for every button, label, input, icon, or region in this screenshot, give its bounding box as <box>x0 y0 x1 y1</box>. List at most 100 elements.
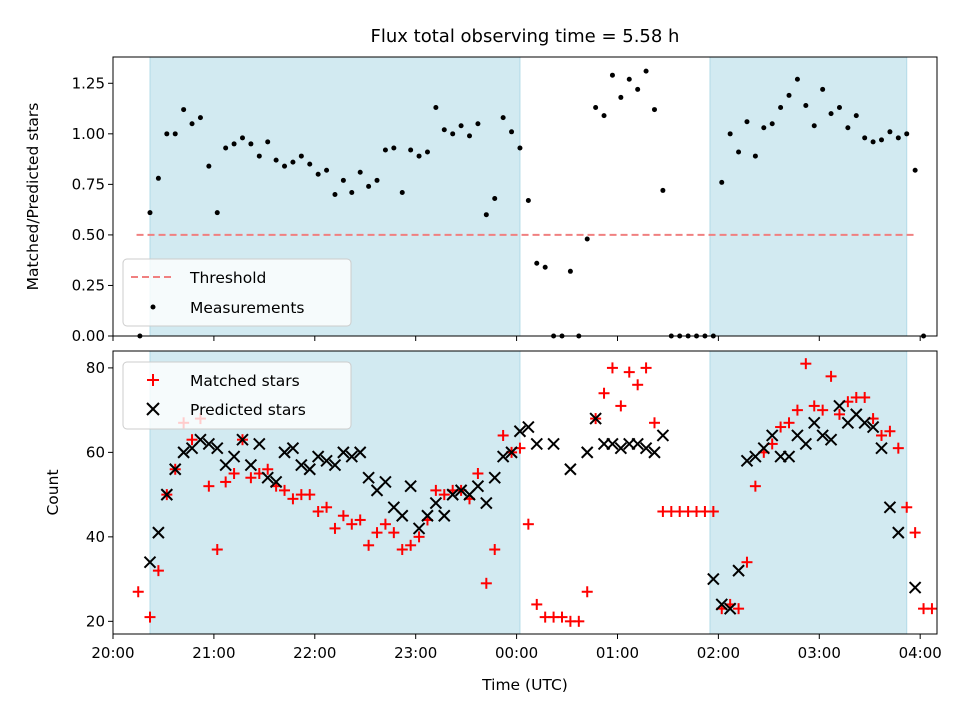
predicted-star-point <box>152 526 165 539</box>
measurement-point <box>307 161 313 167</box>
predicted-star-point <box>892 526 905 539</box>
predicted-star-point <box>833 399 846 413</box>
measurement-point <box>189 121 195 127</box>
measurement-point <box>483 212 489 218</box>
measurement-point <box>635 86 641 92</box>
measurement-point <box>895 135 901 141</box>
predicted-star-point <box>782 450 796 463</box>
matched-star-point <box>354 514 366 526</box>
measurement-point <box>298 153 304 159</box>
ratio-panel-legend: Threshold Measurements <box>122 258 352 327</box>
measurement-point <box>282 163 288 169</box>
predicted-star-point <box>883 501 897 514</box>
measurement-point <box>752 153 758 159</box>
matched-star-point <box>640 362 652 374</box>
measurement-point <box>172 131 178 137</box>
matched-star-point <box>825 370 837 382</box>
matched-star-point <box>632 379 644 391</box>
measurement-point <box>534 260 540 266</box>
predicted-star-point <box>740 454 754 468</box>
matched-star-point <box>321 501 333 513</box>
measurement-point <box>803 103 809 109</box>
y-tick-label: 20 <box>86 612 105 630</box>
predicted-star-point <box>581 446 594 459</box>
matched-star-point <box>388 527 400 539</box>
matched-star-point <box>808 400 820 412</box>
matched-star-point <box>279 484 291 496</box>
matched-star-point <box>312 506 324 518</box>
predicted-star-point <box>564 463 577 476</box>
matched-star-point <box>152 565 164 577</box>
matched-star-point <box>573 615 585 627</box>
predicted-star-point <box>505 446 518 459</box>
x-tick-label: 03:00 <box>798 644 841 662</box>
measurement-point <box>593 105 599 111</box>
ratio-panel-frame <box>112 56 938 337</box>
predicted-star-point <box>311 450 325 463</box>
matched-star-point <box>480 577 492 589</box>
predicted-star-point <box>244 458 258 472</box>
predicted-star-point <box>345 450 358 463</box>
measurement-point <box>424 149 430 155</box>
predicted-star-point <box>480 496 493 510</box>
predicted-star-point <box>715 598 728 611</box>
measurement-point <box>340 177 346 183</box>
matched-star-point <box>220 476 232 488</box>
y-tick-label: 1.00 <box>72 125 105 143</box>
matched-star-point <box>783 417 795 429</box>
matched-star-point <box>337 510 349 522</box>
predicted-star-point <box>421 509 434 522</box>
predicted-star-point <box>353 446 367 459</box>
matched-star-point <box>648 417 660 429</box>
measurement-point <box>643 68 649 74</box>
predicted-star-point <box>286 441 300 455</box>
predicted-star-point <box>429 496 443 510</box>
matched-star-point <box>304 489 316 501</box>
measurement-point <box>273 157 279 163</box>
x-tick-label: 02:00 <box>697 644 740 662</box>
matched-star-point <box>775 421 787 433</box>
matched-star-point <box>733 603 745 615</box>
ratio-panel-ylabel: Matched/Predicted stars <box>24 103 42 291</box>
matched-star-point <box>396 544 408 556</box>
measurement-point <box>761 125 767 131</box>
predicted-star-point <box>143 555 157 569</box>
measurement-point <box>509 129 515 135</box>
measurement-point <box>828 111 834 117</box>
predicted-star-point <box>757 441 770 455</box>
predicted-star-point <box>320 454 333 468</box>
matched-star-point <box>430 484 442 496</box>
matched-star-point <box>144 611 156 623</box>
measurement-point <box>147 210 153 216</box>
measurement-point <box>820 86 826 92</box>
matched-star-point <box>329 522 341 534</box>
predicted-star-point <box>404 479 417 493</box>
matched-star-point <box>598 387 610 399</box>
legend-matched-label: Matched stars <box>190 372 300 390</box>
predicted-star-point <box>446 488 459 501</box>
predicted-star-point <box>269 475 283 489</box>
matched-star-point <box>800 358 812 370</box>
predicted-star-point <box>589 412 602 425</box>
measurement-point <box>374 177 380 183</box>
matched-star-point <box>581 586 593 598</box>
x-axis-label: Time (UTC) <box>481 676 568 694</box>
predicted-star-point <box>513 425 527 438</box>
y-tick-label: 80 <box>86 359 105 377</box>
measurement-point <box>475 121 481 127</box>
measurement-point <box>256 153 262 159</box>
measurement-point <box>450 131 456 137</box>
count-panel-frame <box>112 350 938 635</box>
x-tick-label: 21:00 <box>192 644 235 662</box>
measurement-point <box>609 72 615 78</box>
predicted-star-point <box>799 437 813 451</box>
measurement-point <box>164 131 170 137</box>
measurement-point <box>736 149 742 155</box>
predicted-star-point <box>816 429 829 442</box>
y-tick-label: 60 <box>86 443 105 461</box>
predicted-star-point <box>202 437 216 451</box>
x-tick-label: 04:00 <box>899 644 942 662</box>
measurement-point <box>349 189 355 195</box>
predicted-star-point <box>303 463 316 476</box>
ratio-panel: 0.00 0.25 0.50 0.75 1.00 1.25 Matched/Predict… <box>24 56 938 345</box>
